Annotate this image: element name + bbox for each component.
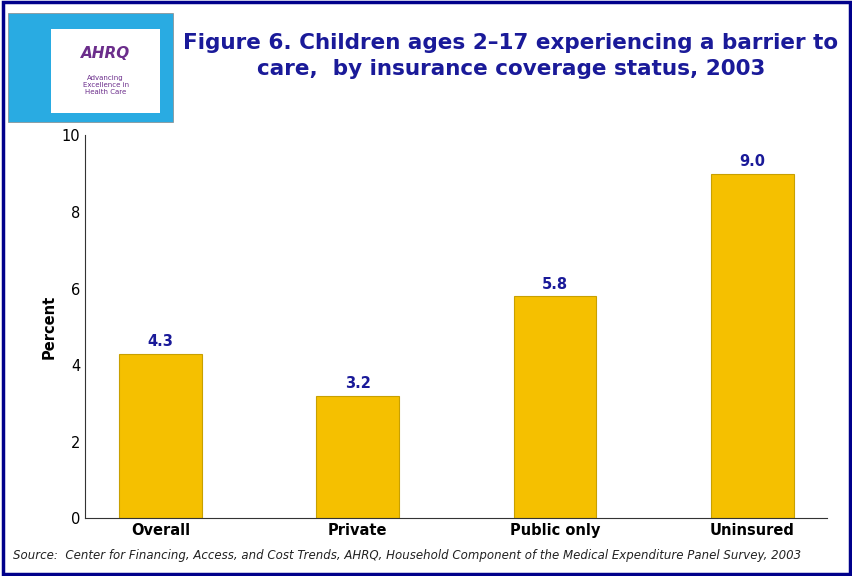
Text: 3.2: 3.2 [344, 376, 371, 391]
Text: 9.0: 9.0 [739, 154, 764, 169]
FancyBboxPatch shape [50, 29, 160, 113]
Bar [119, 354, 202, 518]
Y-axis label: Percent: Percent [41, 295, 56, 359]
Text: Advancing
Excellence in
Health Care: Advancing Excellence in Health Care [83, 74, 129, 94]
Text: Figure 6. Children ages 2–17 experiencing a barrier to
care,  by insurance cover: Figure 6. Children ages 2–17 experiencin… [183, 33, 838, 79]
FancyBboxPatch shape [9, 13, 173, 122]
Bar [316, 396, 399, 518]
Bar [710, 174, 792, 518]
Text: AHRQ: AHRQ [81, 46, 130, 61]
Text: 4.3: 4.3 [147, 334, 173, 349]
Text: Source:  Center for Financing, Access, and Cost Trends, AHRQ, Household Componen: Source: Center for Financing, Access, an… [13, 548, 800, 562]
Text: 5.8: 5.8 [541, 276, 567, 291]
Bar [513, 296, 596, 518]
